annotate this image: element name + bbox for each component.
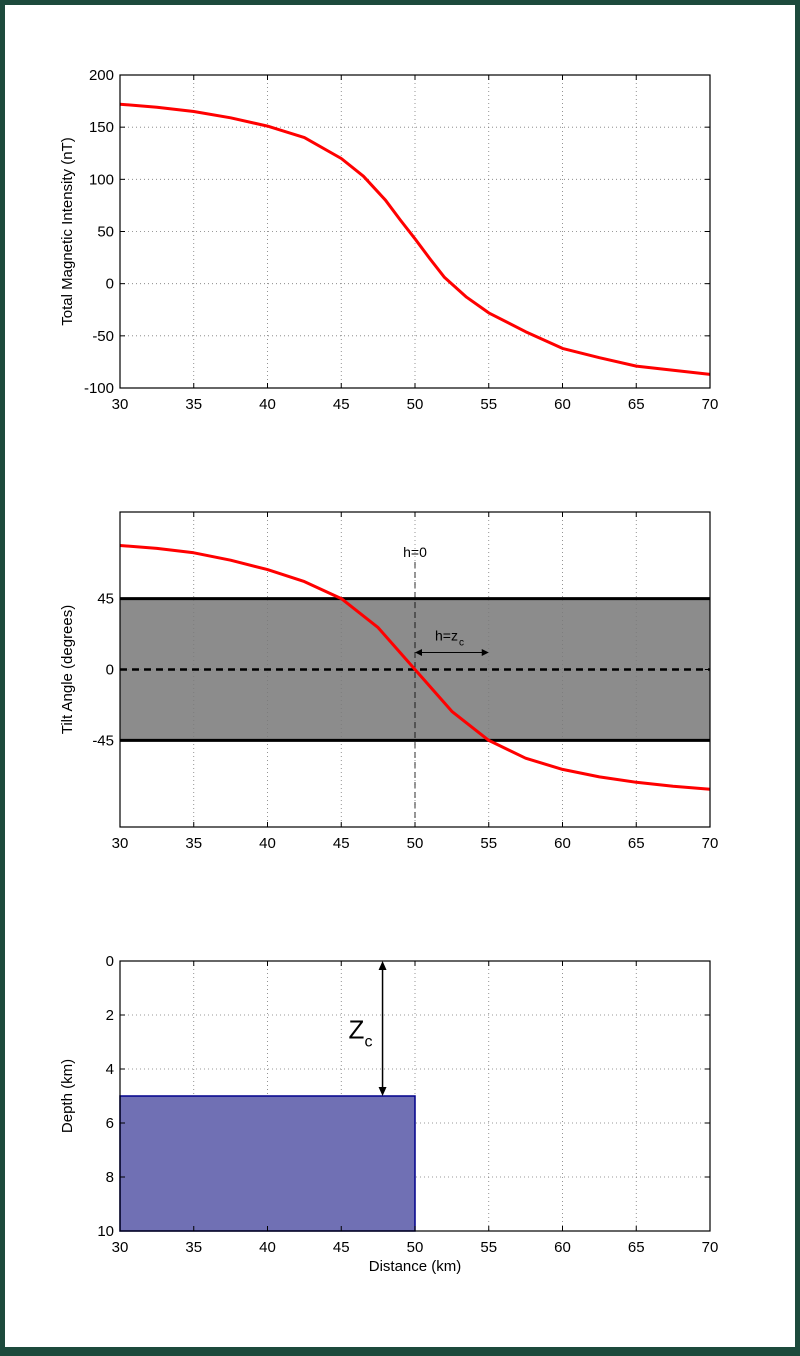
x-tick-label: 65 [628, 396, 645, 413]
hz-annotation-label: h=z [435, 628, 458, 644]
figure-frame: 30 35 40 45 50 55 60 65 70 -100 -50 0 50 100 150 200 Tot… [5, 5, 795, 1347]
y-tick-label: 2 [106, 1007, 114, 1024]
y-tick-label: 0 [106, 662, 114, 679]
x-tick-label: 50 [407, 835, 424, 852]
y-tick-label: 8 [106, 1169, 114, 1186]
y-tick-label: 0 [106, 276, 114, 293]
x-tick-label: 70 [702, 396, 719, 413]
x-tick-label: 45 [333, 835, 350, 852]
x-tick-label: 40 [259, 835, 276, 852]
x-tick-label: 55 [480, 835, 497, 852]
y-tick-label: 10 [97, 1223, 114, 1240]
y-axis-label: Tilt Angle (degrees) [59, 605, 76, 735]
depth-arrow-head-down [378, 1087, 387, 1096]
depth-arrow-head-up [378, 961, 387, 970]
hz-annotation-subscript: c [459, 638, 464, 649]
figure-canvas: 30 35 40 45 50 55 60 65 70-100-50050100150200Tot… [59, 67, 719, 1275]
x-tick-label: 60 [554, 1239, 571, 1256]
x-tick-label: 45 [333, 1239, 350, 1256]
y-tick-label: -45 [92, 732, 114, 749]
y-tick-label: -100 [84, 380, 114, 397]
x-tick-label: 45 [333, 396, 350, 413]
x-tick-label: 30 [112, 1239, 129, 1256]
x-tick-label: 35 [185, 835, 202, 852]
x-tick-label: 70 [702, 1239, 719, 1256]
y-tick-label: 0 [106, 953, 114, 970]
x-tick-label: 60 [554, 396, 571, 413]
hz-arrow-head-right [481, 649, 489, 656]
x-tick-label: 65 [628, 1239, 645, 1256]
x-tick-label: 35 [185, 1239, 202, 1256]
y-axis-label: Depth (km) [59, 1059, 76, 1133]
y-tick-label: 4 [106, 1061, 114, 1078]
chart-panel-2: h=0 h=z c 30 35 40 45 50 55 60 65 70 -45 0 45 Tilt Angl… [59, 511, 719, 852]
x-tick-label: 40 [259, 396, 276, 413]
x-tick-label: 40 [259, 1239, 276, 1256]
depth-annotation-label: Z [349, 1015, 365, 1045]
x-tick-label: 60 [554, 835, 571, 852]
h0-annotation-label: h=0 [403, 544, 427, 560]
x-tick-label: 55 [480, 396, 497, 413]
hz-arrow-head-left [415, 649, 422, 656]
y-tick-label: 50 [97, 224, 114, 241]
x-axis-label: Distance (km) [369, 1258, 462, 1275]
depth-annotation-subscript: c [365, 1034, 373, 1051]
x-tick-label: 65 [628, 835, 645, 852]
y-tick-label: 100 [89, 171, 114, 188]
y-tick-label: 6 [106, 1115, 114, 1132]
x-tick-label: 50 [407, 396, 424, 413]
x-tick-label: 35 [185, 396, 202, 413]
x-tick-label: 55 [480, 1239, 497, 1256]
y-axis-label: Total Magnetic Intensity (nT) [59, 137, 76, 325]
x-tick-label: 50 [407, 1239, 424, 1256]
y-tick-label: 200 [89, 67, 114, 84]
x-tick-label: 30 [112, 835, 129, 852]
x-tick-label: 30 [112, 396, 129, 413]
y-tick-label: 45 [97, 591, 114, 608]
x-tick-label: 70 [702, 835, 719, 852]
source-body [119, 1095, 416, 1232]
y-tick-label: -50 [92, 328, 114, 345]
chart-panel-1: 30 35 40 45 50 55 60 65 70 -100 -50 0 50 100 150 200 Tot… [59, 67, 718, 413]
y-tick-label: 150 [89, 119, 114, 136]
